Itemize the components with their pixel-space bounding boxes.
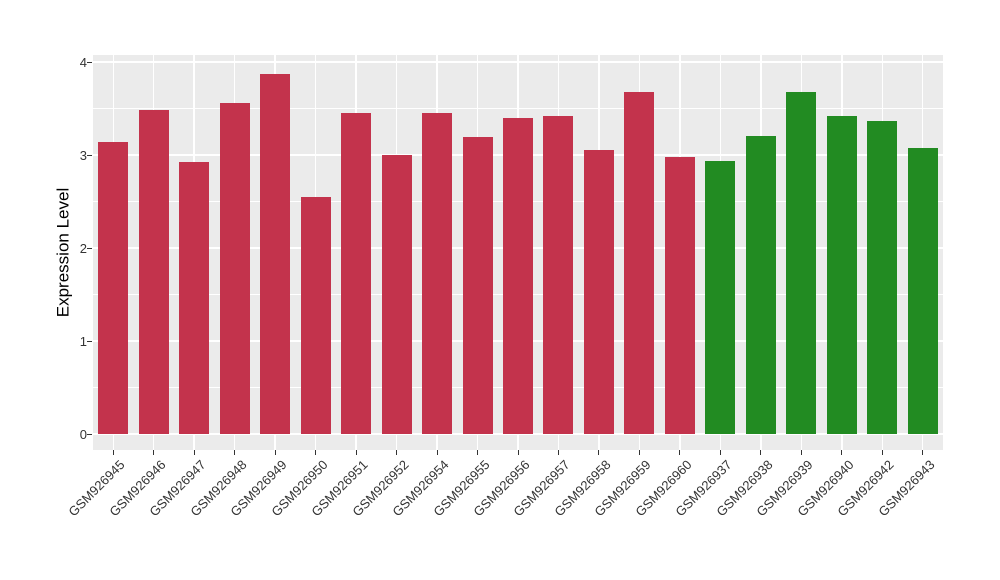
major-gridline-y [93,433,943,435]
x-tick-mark [841,450,843,455]
bar-GSM926942 [867,120,898,434]
bar-GSM926937 [705,160,736,434]
y-tick-label: 4 [79,54,87,70]
x-tick-mark [193,450,195,455]
x-tick-mark [153,450,155,455]
x-tick-mark [436,450,438,455]
x-tick-mark [598,450,600,455]
bar-GSM926947 [179,162,210,434]
x-tick-mark [557,450,559,455]
bar-GSM926946 [138,110,169,434]
bar-GSM926938 [745,136,776,434]
y-tick-mark [87,247,92,249]
bar-GSM926957 [543,115,574,434]
y-tick-mark [87,61,92,63]
bar-GSM926958 [583,150,614,434]
y-tick-label: 3 [79,147,87,163]
bar-GSM926949 [260,74,291,434]
bar-GSM926948 [219,102,250,434]
y-tick-mark [87,340,92,342]
x-tick-mark [234,450,236,455]
bar-GSM926959 [624,91,655,434]
x-tick-mark [517,450,519,455]
bar-GSM926940 [826,115,857,434]
major-gridline-y [93,61,943,63]
bar-GSM926945 [98,141,129,434]
y-tick-mark [87,433,92,435]
y-tick-label: 1 [79,333,87,349]
x-tick-mark [922,450,924,455]
bar-GSM926950 [300,196,331,434]
x-tick-mark [800,450,802,455]
bar-GSM926956 [503,117,533,434]
x-tick-mark [881,450,883,455]
minor-gridline-y [93,108,943,109]
bar-GSM926955 [462,137,493,434]
x-tick-mark [315,450,317,455]
bar-GSM926960 [664,156,695,434]
bar-GSM926939 [786,91,817,434]
x-tick-mark [274,450,276,455]
x-tick-mark [355,450,357,455]
bar-GSM926952 [381,155,412,434]
bar-GSM926943 [907,148,938,434]
x-tick-mark [112,450,114,455]
y-tick-label: 0 [79,426,87,442]
y-tick-mark [87,154,92,156]
x-tick-mark [679,450,681,455]
plot-panel [93,55,943,450]
x-tick-mark [719,450,721,455]
bar-GSM926951 [341,113,372,434]
x-tick-mark [477,450,479,455]
x-tick-mark [396,450,398,455]
x-tick-mark [638,450,640,455]
bar-GSM926954 [422,113,453,434]
y-tick-label: 2 [79,240,87,256]
x-tick-mark [760,450,762,455]
